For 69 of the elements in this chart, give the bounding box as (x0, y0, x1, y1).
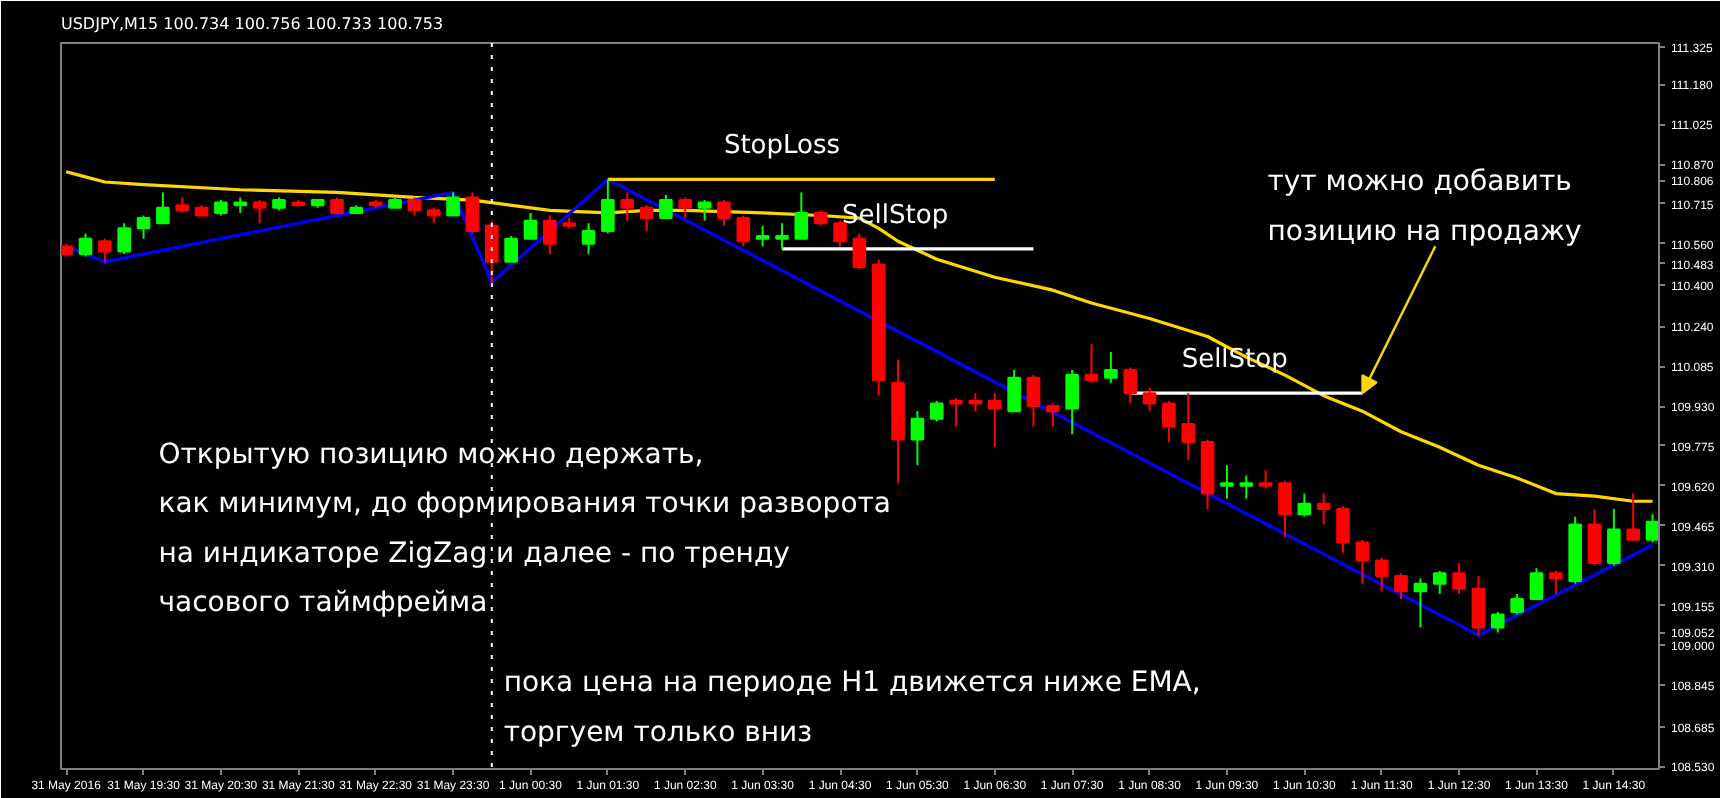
candlestick (1413, 577, 1428, 629)
candlestick (1607, 507, 1621, 567)
candlestick (1297, 492, 1312, 518)
candlestick (736, 214, 751, 248)
candlestick (1104, 350, 1118, 384)
candlestick (1336, 505, 1350, 554)
candlestick (1065, 368, 1079, 436)
candlestick (136, 214, 151, 240)
candlestick (639, 204, 654, 232)
candlestick (833, 219, 847, 248)
candlestick (1278, 479, 1292, 539)
candlestick (1084, 343, 1099, 384)
candlestick (620, 191, 634, 222)
candlestick (1452, 562, 1466, 595)
annotation: пока цена на периоде H1 движется ниже EMA, торгуем только вниз (503, 667, 1201, 749)
candlestick (1626, 492, 1641, 541)
series-label: StopLoss (723, 131, 841, 162)
candlestick (117, 222, 131, 256)
candlestick (465, 191, 480, 235)
candlestick (407, 196, 422, 217)
candlestick (1510, 592, 1524, 616)
candlestick (1471, 574, 1486, 637)
candlestick (581, 222, 596, 256)
candlestick (1162, 399, 1176, 444)
annotation: тут можно добавить позицию на продажу (1267, 166, 1582, 249)
candlestick (1549, 569, 1563, 595)
candlestick (1645, 513, 1659, 544)
candlestick (910, 410, 925, 467)
candlestick (1490, 610, 1505, 634)
candlestick (717, 199, 731, 227)
candlestick (78, 232, 93, 258)
candlestick (794, 191, 809, 240)
candlestick (446, 191, 460, 217)
candlestick (1046, 402, 1060, 428)
candlestick (1529, 567, 1544, 601)
candlestick (697, 199, 712, 222)
candlestick (523, 211, 538, 240)
candlestick (1239, 474, 1254, 500)
candlestick (1587, 507, 1602, 567)
candlestick (968, 392, 983, 413)
candlestick (252, 199, 267, 225)
candlestick (755, 224, 770, 248)
candlestick (1007, 368, 1021, 413)
candlestick (775, 222, 789, 250)
candlestick (1181, 392, 1196, 462)
candlestick (1220, 464, 1234, 500)
series-label: SellStop (842, 200, 949, 231)
candlestick (543, 214, 557, 256)
candlestick (1355, 538, 1370, 585)
candlestick (156, 191, 170, 225)
candlestick (929, 399, 944, 423)
candlestick (1258, 469, 1273, 490)
candlestick (1316, 492, 1331, 526)
candlestick (601, 178, 615, 235)
candlestick (852, 232, 867, 271)
annotation: Открытую позицию можно держать, как минимум, до формирования точки разворота на индикаторе ZigZag и далее - по тренду часового таймфрейма (158, 438, 892, 620)
candlestick (504, 235, 518, 263)
candlestick (1026, 374, 1041, 428)
candlestick (678, 196, 693, 220)
candlestick (1142, 386, 1157, 413)
candlestick (659, 193, 673, 220)
candlestick (1394, 572, 1408, 601)
candlestick (987, 392, 1002, 449)
candlestick (98, 237, 112, 263)
candlestick (1123, 366, 1138, 405)
candlestick (1432, 569, 1447, 595)
candlestick (1374, 556, 1389, 593)
chart-title: USDJPY,M15 100.734 100.756 100.733 100.753 (61, 15, 444, 33)
candlestick (949, 397, 963, 428)
